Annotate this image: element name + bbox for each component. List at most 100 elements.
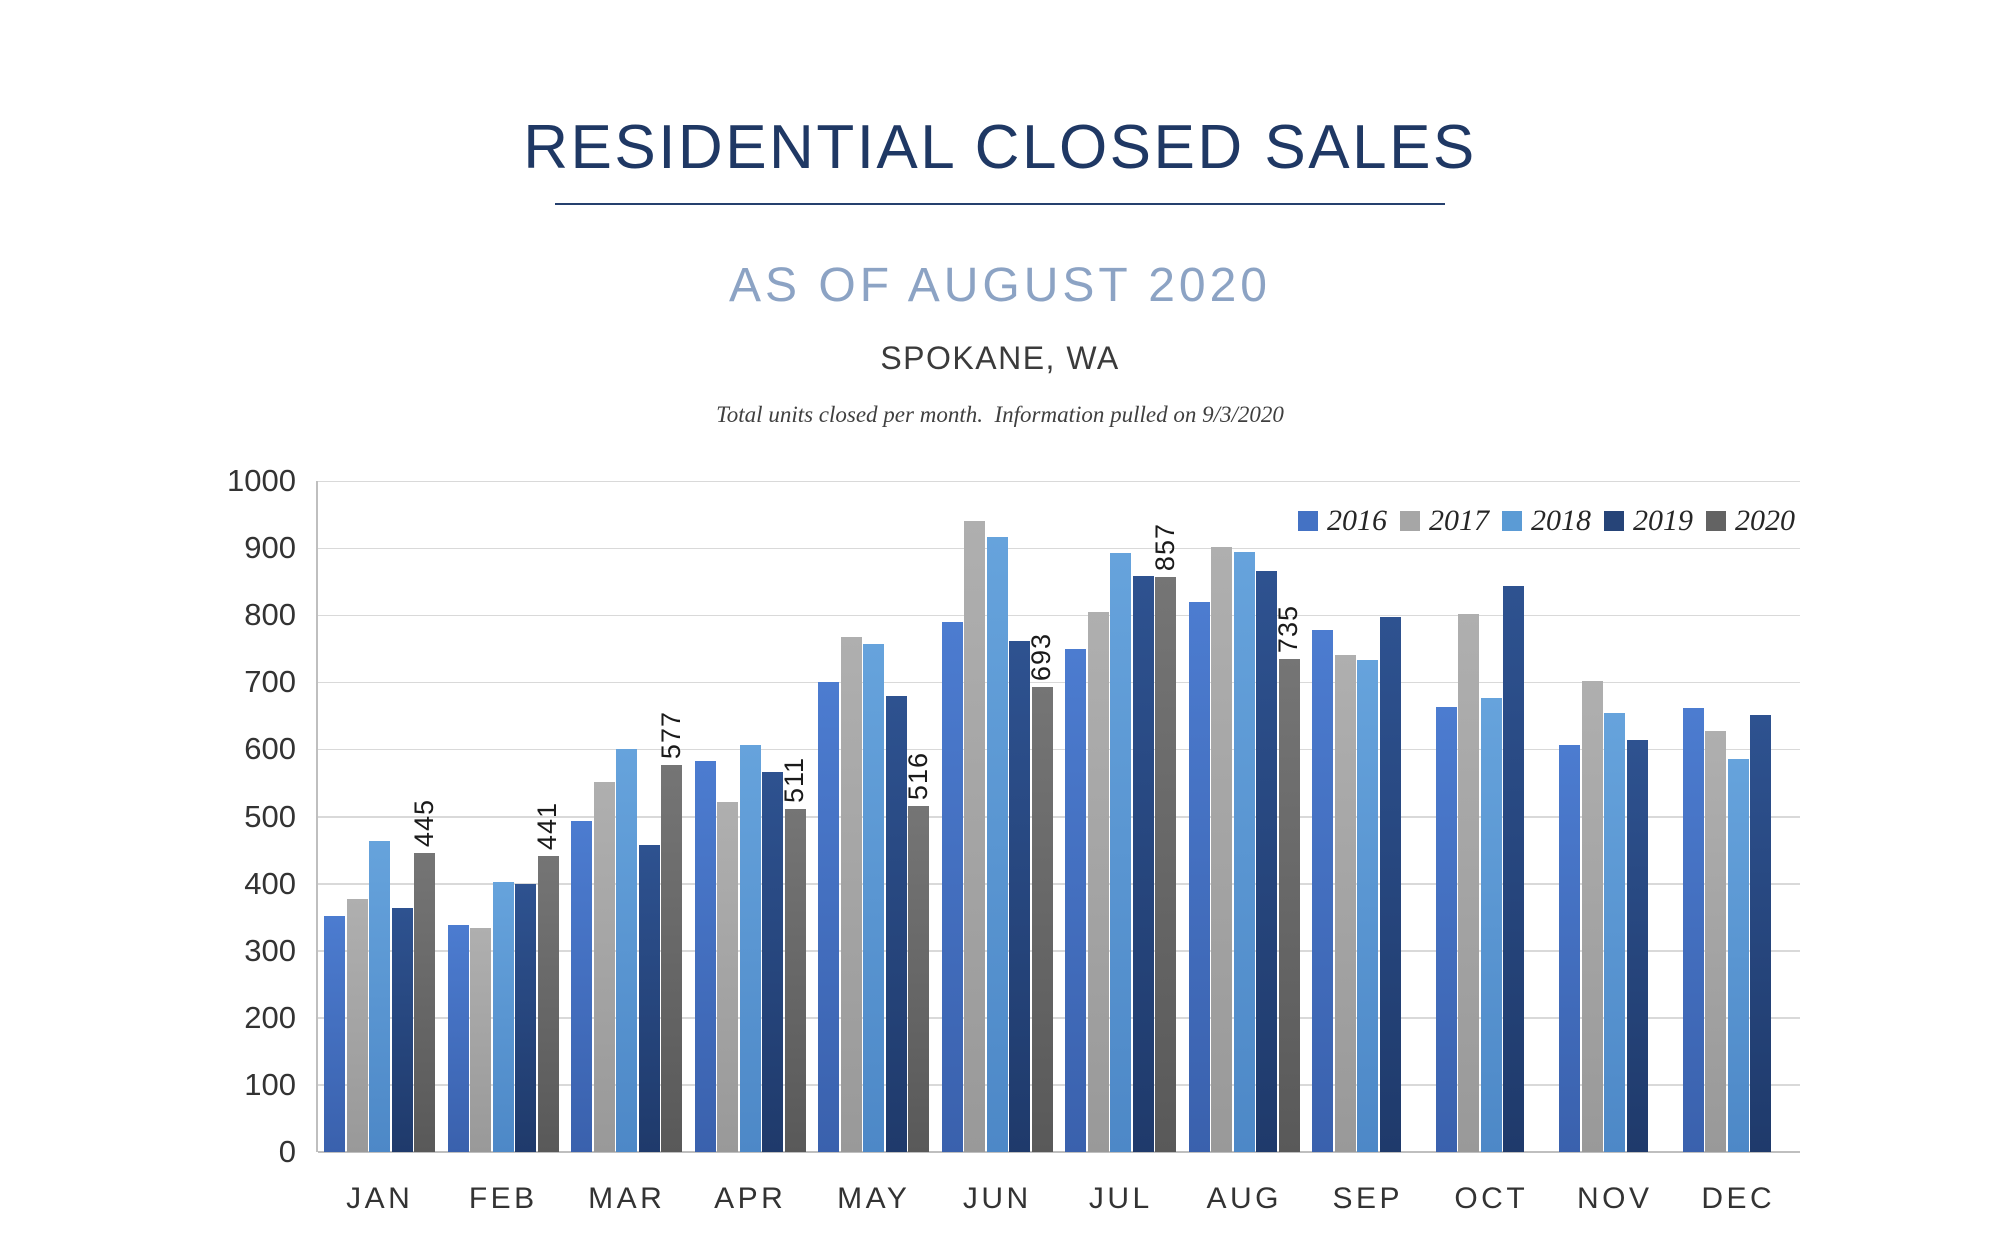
- legend-swatch-2018: [1502, 511, 1522, 531]
- y-tick-label-500: 500: [244, 798, 296, 834]
- bar-2018-feb: [492, 881, 514, 1152]
- x-label-dec: DEC: [1701, 1182, 1776, 1215]
- gridline-400: [318, 883, 1800, 885]
- x-label-nov: NOV: [1576, 1182, 1653, 1215]
- bar-2017-jan: [346, 899, 368, 1152]
- gridline-1000: [318, 480, 1800, 482]
- bar-2019-apr: [762, 771, 784, 1152]
- legend-item-2020: 2020: [1706, 504, 1795, 538]
- data-label-2020-feb: 441: [532, 802, 563, 851]
- bar-2017-mar: [593, 781, 615, 1152]
- x-label-jun: JUN: [962, 1182, 1032, 1215]
- bar-2020-apr: [784, 809, 806, 1152]
- bar-2019-nov: [1626, 740, 1648, 1152]
- legend-label-2017: 2017: [1429, 504, 1489, 537]
- bar-2016-jun: [941, 621, 963, 1152]
- gridline-600: [318, 748, 1800, 751]
- legend-label-2020: 2020: [1735, 504, 1795, 537]
- bar-2018-nov: [1604, 713, 1626, 1152]
- bar-2017-nov: [1581, 680, 1603, 1152]
- bar-2016-jan: [324, 916, 345, 1152]
- bar-2019-aug: [1256, 570, 1278, 1152]
- x-axis-baseline: [318, 1151, 1800, 1153]
- bar-2017-feb: [470, 927, 492, 1152]
- data-label-2020-aug: 735: [1273, 604, 1304, 653]
- bar-2016-apr: [694, 760, 716, 1152]
- bar-2020-mar: [661, 764, 683, 1152]
- y-tick-label-900: 900: [244, 530, 296, 566]
- location-label: SPOKANE, WA: [880, 340, 1120, 376]
- legend-swatch-2016: [1298, 511, 1318, 531]
- bar-2016-oct: [1435, 707, 1457, 1152]
- bar-2017-may: [840, 636, 862, 1152]
- bar-2016-sep: [1312, 629, 1333, 1152]
- bar-2017-oct: [1458, 613, 1480, 1152]
- bar-2017-apr: [717, 801, 739, 1152]
- bar-2019-jul: [1132, 576, 1154, 1152]
- legend-label-2019: 2019: [1633, 504, 1693, 537]
- bar-2019-jan: [391, 907, 413, 1152]
- legend-item-2019: 2019: [1604, 504, 1693, 538]
- y-tick-label-0: 0: [278, 1134, 296, 1169]
- x-label-apr: APR: [714, 1182, 787, 1215]
- bar-2018-jan: [369, 841, 391, 1152]
- x-label-mar: MAR: [588, 1182, 666, 1215]
- bar-2017-jun: [964, 521, 986, 1152]
- bar-2016-jul: [1065, 649, 1086, 1152]
- data-label-2020-jan: 445: [408, 799, 439, 848]
- bar-2016-aug: [1188, 602, 1210, 1152]
- gridline-500: [318, 816, 1800, 818]
- x-label-aug: AUG: [1206, 1182, 1282, 1215]
- y-tick-label-1000: 1000: [227, 463, 296, 498]
- legend-item-2018: 2018: [1502, 504, 1591, 538]
- data-label-2020-jul: 857: [1149, 522, 1180, 571]
- gridline-900: [318, 547, 1800, 550]
- bar-2016-nov: [1559, 745, 1580, 1152]
- data-label-2020-apr: 511: [779, 757, 810, 804]
- bar-2019-feb: [515, 883, 537, 1152]
- x-label-jul: JUL: [1088, 1182, 1153, 1215]
- bar-2018-mar: [616, 748, 638, 1152]
- title-underline: [555, 203, 1445, 205]
- bar-2016-may: [818, 682, 839, 1152]
- bar-2019-jun: [1009, 641, 1031, 1152]
- bar-2018-may: [863, 644, 885, 1152]
- x-label-sep: SEP: [1332, 1182, 1404, 1215]
- bar-2020-aug: [1278, 658, 1300, 1152]
- y-tick-label-200: 200: [244, 999, 296, 1035]
- bar-2017-sep: [1334, 655, 1356, 1152]
- bar-2020-may: [908, 805, 930, 1152]
- y-axis-line: [316, 481, 318, 1152]
- gridline-300: [318, 950, 1800, 952]
- y-axis-labels: 0 100 200 300 400 500 600 700 800 900 1000: [0, 463, 296, 1169]
- y-tick-label-400: 400: [244, 865, 296, 901]
- legend-label-2018: 2018: [1531, 504, 1591, 537]
- bar-2018-sep: [1357, 659, 1379, 1152]
- bar-2017-dec: [1705, 731, 1727, 1152]
- legend-label-2016: 2016: [1327, 504, 1387, 537]
- legend-item-2017: 2017: [1400, 504, 1489, 538]
- bar-2020-jan: [414, 853, 436, 1152]
- subtitle: AS OF AUGUST 2020: [729, 259, 1271, 312]
- data-label-2020-mar: 577: [655, 710, 686, 759]
- legend-swatch-2017: [1400, 511, 1420, 531]
- y-tick-label-600: 600: [244, 731, 296, 767]
- bar-2018-aug: [1233, 552, 1255, 1152]
- bar-2020-jun: [1031, 687, 1053, 1152]
- source-note: Total units closed per month. Informatio…: [716, 402, 1284, 427]
- gridline-100: [318, 1084, 1800, 1086]
- bar-2018-dec: [1727, 758, 1749, 1152]
- bar-2019-mar: [638, 844, 660, 1152]
- bar-2016-feb: [447, 925, 469, 1152]
- plot-area: 445 441 577 511 516 693 857 735: [316, 480, 1800, 1153]
- bar-2017-jul: [1087, 611, 1109, 1152]
- legend-swatch-2019: [1604, 511, 1624, 531]
- bar-2018-apr: [739, 744, 761, 1152]
- bar-2018-jun: [986, 537, 1008, 1152]
- bar-2018-oct: [1480, 697, 1502, 1152]
- y-tick-label-300: 300: [244, 932, 296, 968]
- x-label-oct: OCT: [1454, 1182, 1529, 1215]
- bar-2017-aug: [1211, 547, 1233, 1152]
- y-tick-label-100: 100: [244, 1066, 296, 1102]
- bar-2018-jul: [1110, 552, 1132, 1152]
